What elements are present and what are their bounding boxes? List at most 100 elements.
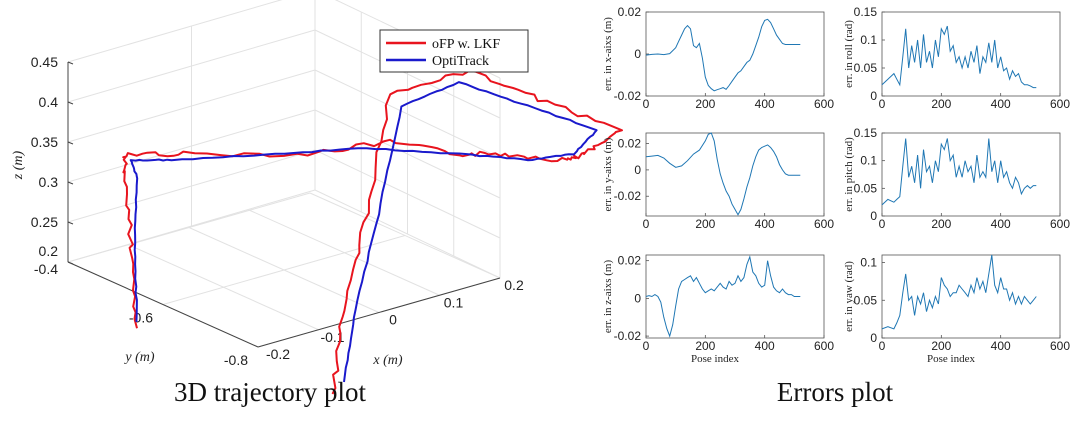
y-tick-label: 0.15 (854, 5, 878, 19)
y-tick-label: 0.1 (860, 154, 877, 168)
legend-ofp: oFP w. LKF (432, 37, 500, 52)
z-axis-label: z (m) (11, 150, 26, 180)
grid-line (314, 69, 501, 159)
y-tick-label: 0 (870, 209, 877, 223)
x-tick-label: 400 (991, 217, 1011, 231)
trajectory-optitrack (129, 81, 598, 383)
x-tick-label: 0 (879, 217, 886, 231)
axes-box-3d (67, 0, 501, 348)
x-tick-label: 200 (931, 97, 951, 111)
x-tick-label: 0 (389, 312, 397, 328)
x-tick-label: 0 (879, 97, 886, 111)
subplot-6: 0 200 400 600 0 0.05 0.1 err. in yaw (rad) Pose … (843, 254, 1070, 365)
x-tick-label: 200 (695, 339, 715, 353)
y-tick-label: 0 (870, 89, 877, 103)
y-tick-label: 0.02 (618, 5, 642, 19)
y-tick-label: 0.05 (854, 61, 878, 75)
x-tick-label: 400 (755, 339, 775, 353)
y-axis-label: err. in yaw (rad) (843, 261, 855, 332)
plot-frame (645, 132, 825, 217)
z-tick-mark (67, 181, 74, 185)
x-tick-label: 200 (931, 217, 951, 231)
y-axis-label: err. in roll (rad) (843, 20, 855, 88)
x-tick-label: -0.2 (266, 346, 290, 362)
y-tick-label: 0.1 (860, 256, 877, 270)
y-tick-label: -0.02 (614, 89, 642, 103)
x-axis-label: Pose index (691, 353, 739, 365)
y-axis-label: err. in z-aixs (m) (602, 260, 614, 334)
y-tick-label: 0.15 (854, 126, 878, 140)
y-tick-label: 0.05 (854, 181, 878, 195)
y-tick-label: 0.05 (854, 293, 878, 307)
grid-line (314, 109, 501, 199)
z-tick-label: 0.45 (31, 54, 58, 70)
x-tick-label: 200 (931, 339, 951, 353)
z-tick-label: 0.35 (31, 134, 58, 150)
legend-optitrack: OptiTrack (432, 54, 489, 69)
caption-errors: Errors plot (777, 377, 894, 407)
x-tick-label: 400 (755, 217, 775, 231)
y-tick-label: 0.02 (618, 137, 642, 151)
grid-line (67, 69, 316, 143)
grid-line (67, 0, 283, 63)
z-tick-mark (67, 261, 74, 265)
legend: oFP w. LKF OptiTrack (379, 29, 529, 73)
y-axis-label: err. in y-aixs (m) (602, 137, 614, 211)
y-tick-label: 0 (634, 47, 641, 61)
x-axis-label: x (m) (372, 353, 402, 368)
x-tick-label: 400 (755, 97, 775, 111)
y-axis-label: err. in pitch (rad) (843, 137, 855, 212)
z-tick-label: 0.3 (39, 174, 59, 190)
y-axis-line (67, 261, 259, 348)
x-tick-label: 600 (814, 217, 834, 231)
z-tick-mark (67, 221, 74, 225)
x-tick-label: 600 (814, 97, 834, 111)
series-line (645, 255, 801, 338)
z-tick-mark (67, 141, 74, 145)
x-tick-label: 600 (1050, 217, 1070, 231)
grid-line (67, 192, 311, 263)
y-tick-label: 0 (634, 291, 641, 305)
series-line (881, 254, 1037, 330)
y-tick-label: -0.6 (129, 310, 153, 326)
x-axis-line (257, 277, 501, 348)
plot-frame (881, 132, 1061, 217)
x-tick-label: 0.1 (444, 294, 464, 310)
x-tick-label: 600 (1050, 97, 1070, 111)
grid-line (67, 29, 316, 103)
y-tick-label: -0.02 (614, 189, 642, 203)
y-axis-label: y (m) (123, 350, 154, 365)
y-tick-label: 0 (870, 331, 877, 345)
trajectory-3d-plot: 0.2 0.25 0.3 0.35 0.4 0.45 -0.4 -0.6 -0.8 -0.2 -0.… (11, 0, 623, 395)
trajectory-lines (122, 70, 623, 395)
axes-ticks-3d: 0.2 0.25 0.3 0.35 0.4 0.45 -0.4 -0.6 -0.8 -0.2 -0.… (31, 54, 524, 368)
y-tick-label: 0 (634, 163, 641, 177)
plot-frame (645, 11, 825, 97)
x-tick-label: 600 (814, 339, 834, 353)
x-tick-label: 0 (879, 339, 886, 353)
y-tick-label: -0.8 (224, 352, 248, 368)
x-tick-label: 0 (643, 217, 650, 231)
grid-line (314, 149, 501, 239)
x-tick-label: 200 (695, 217, 715, 231)
x-tick-label: 0 (643, 339, 650, 353)
y-axis-label: err. in x-aixs (m) (602, 17, 614, 91)
series-line (645, 132, 801, 216)
grid-line (67, 109, 316, 183)
x-axis-label: Pose index (927, 353, 975, 365)
x-tick-label: 400 (991, 97, 1011, 111)
y-tick-label: -0.4 (34, 261, 58, 277)
y-tick-label: 0.1 (860, 33, 877, 47)
z-tick-label: 0.4 (39, 94, 59, 110)
x-tick-label: -0.1 (320, 329, 344, 345)
grid-line (314, 29, 501, 119)
z-tick-mark (67, 61, 74, 65)
grid-line (162, 235, 406, 305)
x-tick-label: 200 (695, 97, 715, 111)
